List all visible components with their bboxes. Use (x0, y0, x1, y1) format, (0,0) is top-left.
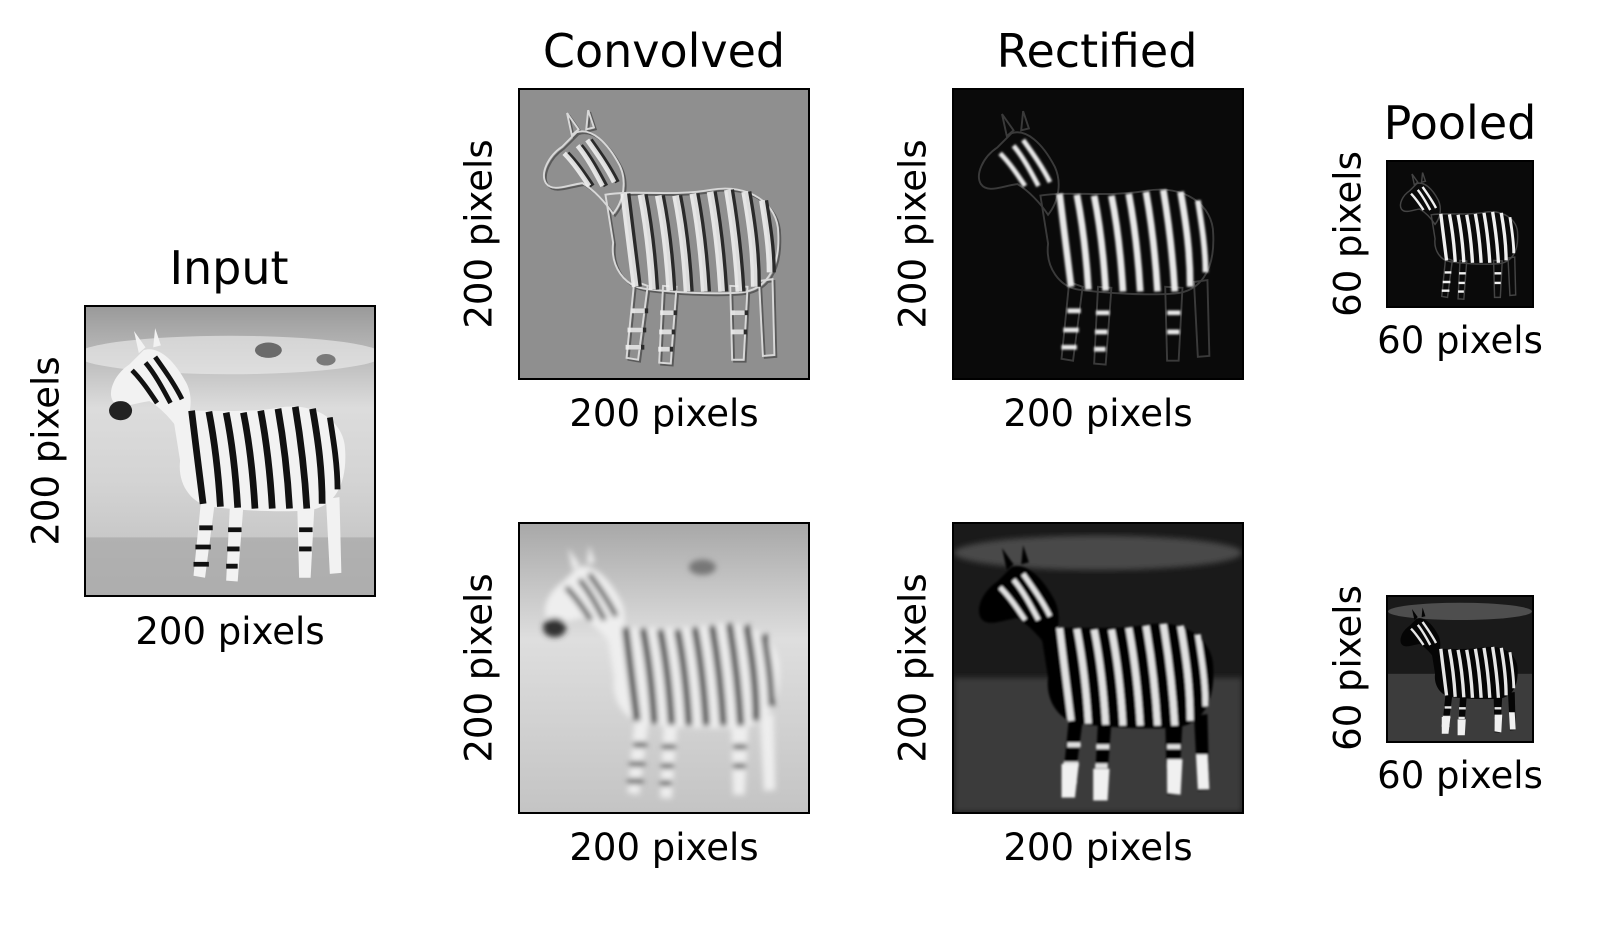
pooled-ylabel-1: 60 pixels (1326, 151, 1370, 317)
input-image (84, 305, 376, 597)
rectified-xlabel-1: 200 pixels (1003, 392, 1193, 435)
convolved-title: Convolved (542, 24, 786, 78)
rectified-image-2 (952, 522, 1244, 814)
zebra-input-graphic (86, 307, 374, 595)
pooled-image-1 (1386, 160, 1534, 308)
zebra-blur-graphic (520, 524, 808, 812)
zebra-rectified-graphic-2 (954, 524, 1242, 812)
zebra-emboss-graphic (520, 90, 808, 378)
convolved-image-1 (518, 88, 810, 380)
zebra-rectified-graphic (954, 90, 1242, 378)
convolved-xlabel-2: 200 pixels (569, 826, 759, 869)
pooled-title: Pooled (1383, 96, 1537, 150)
convolved-ylabel-1: 200 pixels (457, 139, 501, 329)
rectified-ylabel-2: 200 pixels (891, 573, 935, 763)
zebra-pooled-graphic-2 (1388, 597, 1532, 741)
rectified-title: Rectified (996, 24, 1198, 78)
pooled-xlabel-1: 60 pixels (1377, 319, 1543, 362)
rectified-ylabel-1: 200 pixels (891, 139, 935, 329)
pooled-xlabel-2: 60 pixels (1377, 754, 1543, 797)
input-ylabel: 200 pixels (24, 356, 68, 546)
convolved-ylabel-2: 200 pixels (457, 573, 501, 763)
zebra-pooled-graphic (1388, 162, 1532, 306)
pooled-image-2 (1386, 595, 1534, 743)
rectified-xlabel-2: 200 pixels (1003, 826, 1193, 869)
input-xlabel: 200 pixels (135, 610, 325, 653)
rectified-image-1 (952, 88, 1244, 380)
pooled-ylabel-2: 60 pixels (1326, 585, 1370, 751)
convolved-xlabel-1: 200 pixels (569, 392, 759, 435)
convolved-image-2 (518, 522, 810, 814)
input-title: Input (169, 241, 289, 295)
